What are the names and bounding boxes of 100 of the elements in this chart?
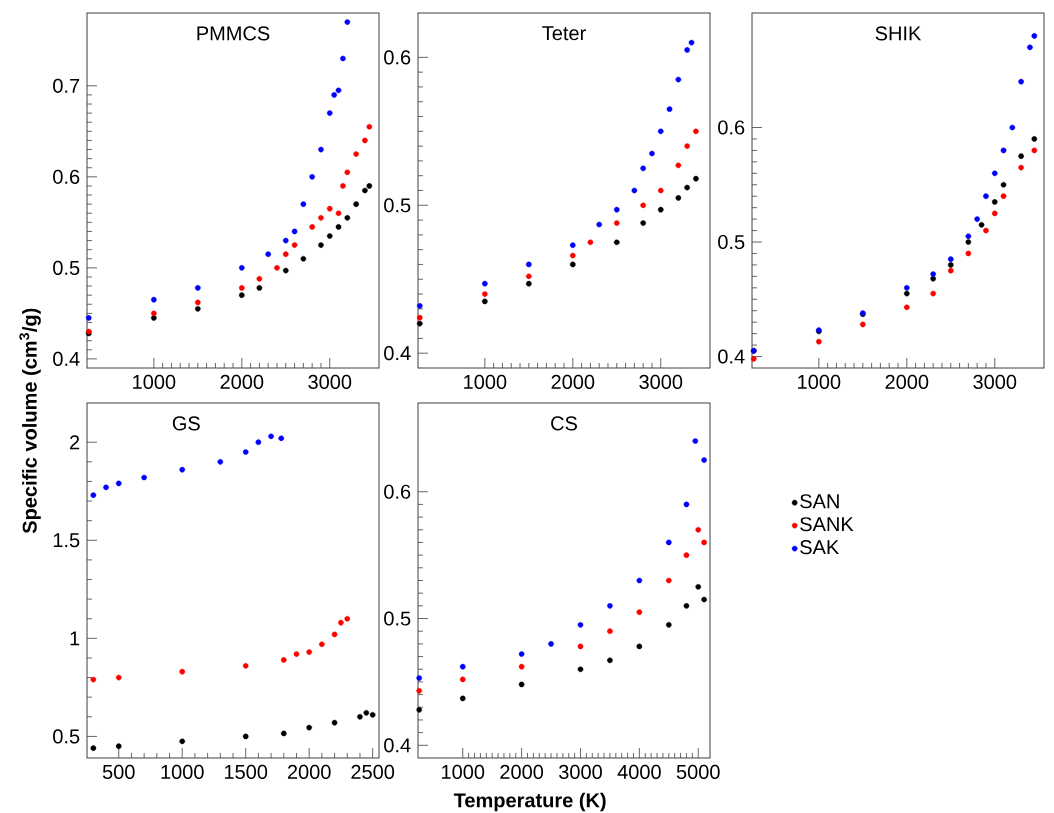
point	[607, 603, 613, 609]
point	[255, 439, 262, 446]
point	[482, 291, 488, 297]
y-tick-label: 0.5	[384, 198, 411, 213]
point	[282, 251, 289, 258]
point	[353, 151, 359, 157]
point	[1018, 164, 1024, 171]
point	[684, 47, 690, 53]
y-tick-label: 2	[70, 435, 80, 450]
point	[695, 526, 702, 533]
point	[526, 273, 532, 280]
point	[904, 290, 910, 297]
y-tick-label: 0.7	[53, 78, 80, 93]
point	[151, 310, 157, 317]
point	[482, 298, 488, 305]
point	[577, 666, 584, 673]
x-tick-label: 1000	[161, 764, 204, 779]
point	[239, 285, 245, 291]
point	[179, 466, 186, 473]
point	[695, 584, 702, 590]
x-tick-label: 2000	[885, 374, 929, 389]
point	[326, 110, 333, 116]
point	[991, 199, 998, 205]
text: CS	[551, 416, 577, 431]
point	[526, 280, 532, 287]
point	[326, 233, 333, 239]
point	[613, 239, 620, 246]
point	[242, 733, 249, 740]
point	[636, 609, 643, 615]
point	[151, 296, 157, 303]
y-tick-label: 0.4	[384, 346, 411, 361]
point	[991, 170, 998, 177]
point	[518, 681, 525, 688]
point	[548, 641, 554, 647]
point	[318, 215, 324, 221]
point	[268, 433, 274, 440]
point	[947, 256, 954, 262]
point	[85, 315, 92, 321]
y-tick-label: 0.5	[384, 611, 411, 626]
point	[693, 128, 699, 135]
x-tick-label: 500	[102, 764, 135, 779]
point	[195, 299, 201, 306]
point	[362, 187, 368, 194]
point	[416, 314, 423, 321]
x-tick-label: 3000	[973, 374, 1017, 389]
point	[239, 292, 245, 298]
point	[587, 239, 594, 246]
point	[326, 205, 333, 212]
point	[947, 267, 954, 274]
point	[636, 577, 643, 584]
point	[666, 539, 672, 546]
point	[640, 165, 646, 172]
point	[965, 250, 972, 257]
x-tick-label: 3000	[559, 764, 602, 779]
y-tick-label: 1	[70, 631, 80, 646]
point	[688, 39, 695, 46]
point	[300, 201, 307, 207]
point	[649, 150, 655, 157]
point	[369, 712, 376, 718]
point	[1000, 181, 1007, 188]
point	[666, 577, 672, 584]
point	[570, 252, 576, 259]
point	[90, 745, 97, 751]
x-tick-label: 2000	[287, 764, 331, 779]
point	[974, 216, 980, 222]
point	[983, 193, 989, 200]
point	[692, 438, 699, 444]
point	[274, 265, 280, 271]
point	[344, 19, 351, 25]
point	[666, 106, 673, 112]
point	[978, 222, 985, 228]
point	[657, 128, 664, 135]
point	[280, 730, 287, 737]
point	[291, 242, 298, 248]
point	[518, 663, 525, 670]
point	[683, 501, 690, 508]
point	[239, 265, 245, 271]
point	[319, 641, 325, 648]
point	[282, 237, 289, 244]
point	[965, 233, 972, 240]
point	[344, 169, 351, 176]
point	[335, 210, 342, 217]
point	[577, 622, 584, 628]
point	[306, 649, 312, 655]
x-tick-label: 2000	[551, 374, 595, 389]
point	[318, 146, 324, 153]
point	[1009, 124, 1016, 131]
point	[904, 285, 910, 291]
point	[1000, 147, 1007, 154]
point	[983, 227, 989, 234]
point	[103, 484, 109, 491]
point	[640, 202, 646, 209]
point	[684, 184, 690, 191]
point	[596, 221, 602, 228]
point	[701, 596, 707, 603]
point	[151, 315, 157, 321]
point	[459, 695, 466, 702]
x-axis-title: Temperature (K)	[453, 792, 606, 812]
x-tick-label: 2000	[500, 764, 544, 779]
point	[293, 651, 300, 657]
